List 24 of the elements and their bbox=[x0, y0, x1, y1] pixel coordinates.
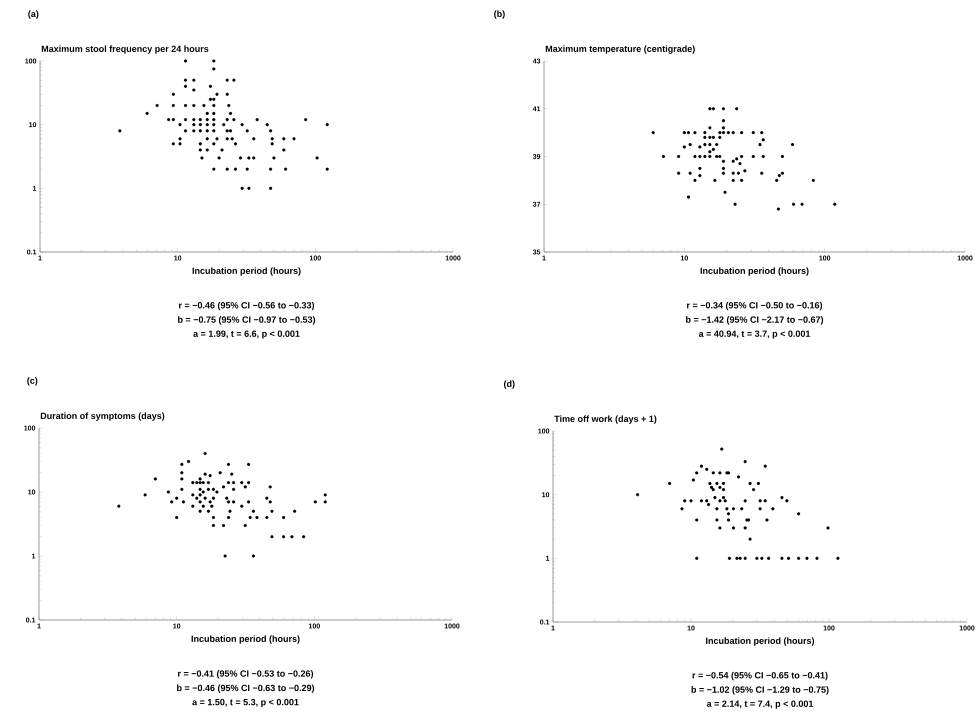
chart-title: Maximum temperature (centigrade) bbox=[546, 45, 695, 54]
text: b = −0.75 (95% CI −0.97 to −0.53) bbox=[178, 316, 316, 325]
x-axis-title: Incubation period (hours) bbox=[700, 267, 809, 276]
text: (b) bbox=[494, 10, 505, 19]
text: a = 1.50, t = 5.3, p < 0.001 bbox=[192, 698, 299, 708]
text: a = 40.94, t = 3.7, p < 0.001 bbox=[698, 330, 810, 339]
text: (c) bbox=[27, 377, 38, 386]
text: a = 2.14, t = 7.4, p < 0.001 bbox=[706, 700, 814, 709]
text: r = −0.46 (95% CI −0.56 to −0.33) bbox=[179, 302, 314, 310]
text: b = −1.42 (95% CI −2.17 to −0.67) bbox=[686, 316, 824, 325]
text: a = 1.99, t = 6.6, p < 0.001 bbox=[193, 330, 300, 339]
x-axis-title: Incubation period (hours) bbox=[192, 635, 300, 644]
text: r = −0.41 (95% CI −0.53 to −0.26) bbox=[178, 670, 314, 679]
text: b = −1.02 (95% CI −1.29 to −0.75) bbox=[692, 686, 829, 695]
text: (d) bbox=[504, 380, 515, 389]
text: (a) bbox=[28, 10, 38, 19]
x-axis-title: Incubation period (hours) bbox=[706, 637, 814, 646]
chart-title: Maximum stool frequency per 24 hours bbox=[42, 45, 208, 54]
text: r = −0.54 (95% CI −0.65 to −0.41) bbox=[692, 672, 828, 680]
text: b = −0.46 (95% CI −0.63 to −0.29) bbox=[177, 684, 314, 693]
chart-title: Time off work (days + 1) bbox=[554, 415, 656, 424]
text: r = −0.34 (95% CI −0.50 to −0.16) bbox=[687, 302, 822, 310]
x-axis-title: Incubation period (hours) bbox=[192, 267, 301, 276]
chart-title: Duration of symptoms (days) bbox=[40, 412, 164, 421]
